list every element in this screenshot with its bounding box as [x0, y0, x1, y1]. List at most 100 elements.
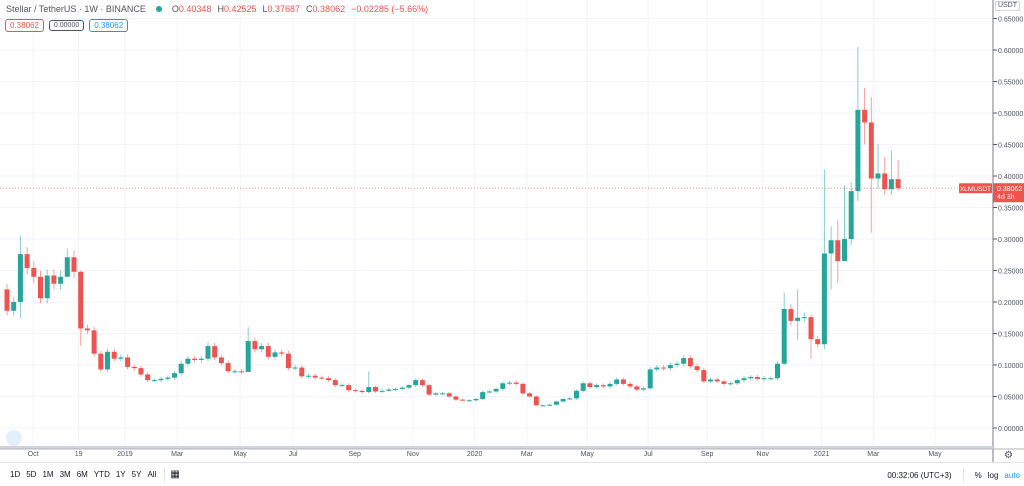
- range-5d[interactable]: 5D: [26, 470, 37, 479]
- candle-body: [393, 388, 399, 390]
- candle: [185, 355, 191, 367]
- candle-body: [674, 363, 680, 365]
- candle: [614, 377, 620, 386]
- candle-body: [801, 317, 807, 319]
- change-value: −0.02285 (−5.66%): [351, 4, 429, 14]
- candle-body: [460, 399, 466, 401]
- candle-body: [768, 378, 774, 380]
- candle-body: [131, 366, 137, 369]
- candle: [627, 382, 633, 389]
- auto-toggle[interactable]: auto: [1004, 470, 1020, 480]
- candle: [84, 324, 90, 335]
- candle-body: [379, 390, 385, 392]
- x-tick-label: Sep: [348, 451, 361, 458]
- candle: [547, 403, 553, 407]
- candle: [145, 372, 151, 383]
- candle: [212, 342, 218, 361]
- candle-body: [245, 341, 251, 372]
- range-1m[interactable]: 1M: [42, 470, 54, 479]
- x-tick-label: Mar: [521, 451, 534, 458]
- y-tick-label: 0.10000: [998, 363, 1023, 370]
- range-6m[interactable]: 6M: [76, 470, 88, 479]
- candle-body: [661, 367, 667, 369]
- close-value: 0.38062: [312, 4, 346, 14]
- percent-toggle[interactable]: %: [974, 470, 982, 480]
- candle-body: [17, 254, 23, 302]
- candle-body: [279, 352, 285, 354]
- candle-body: [842, 239, 847, 262]
- candle: [540, 404, 546, 407]
- candle-body: [734, 380, 740, 384]
- candle-body: [192, 358, 198, 360]
- candle: [118, 354, 124, 362]
- candle-body: [540, 405, 546, 407]
- candle: [815, 335, 821, 348]
- clock-time[interactable]: 00:32:06 (UTC+3): [887, 470, 952, 480]
- settings-gear-icon[interactable]: ⚙: [1004, 450, 1013, 461]
- candle-body: [306, 375, 311, 377]
- range-ytd[interactable]: YTD: [93, 470, 110, 479]
- candle-body: [895, 179, 901, 189]
- candle: [634, 384, 640, 392]
- candle: [493, 387, 499, 393]
- candle: [788, 304, 794, 326]
- buy-button[interactable]: 0.38062: [89, 19, 129, 32]
- candle: [285, 350, 291, 371]
- candle-body: [111, 351, 117, 359]
- currency-label[interactable]: USDT: [994, 1, 1020, 11]
- candle-body: [84, 328, 90, 331]
- candle-body: [667, 365, 673, 369]
- candle-body: [480, 392, 486, 400]
- candle: [379, 389, 385, 393]
- close-label: C: [306, 4, 313, 14]
- sell-button[interactable]: 0.38062: [5, 19, 44, 32]
- candle-body: [346, 385, 352, 391]
- tradingview-logo-icon[interactable]: [6, 430, 22, 446]
- candle-body: [332, 380, 338, 386]
- y-tick-label: 0.00000: [998, 426, 1023, 433]
- candle-body: [292, 367, 298, 369]
- y-tick-label: 0.35000: [998, 206, 1023, 213]
- candle: [105, 348, 110, 372]
- candle: [875, 144, 881, 189]
- range-1d[interactable]: 1D: [10, 470, 21, 479]
- candle-body: [172, 373, 177, 378]
- candle: [393, 387, 399, 392]
- candle-body: [265, 346, 271, 357]
- candlestick-chart[interactable]: 0.65000 0.60000 0.55000 0.50000 0.45000 0.400…: [0, 0, 1024, 462]
- candle: [386, 388, 392, 393]
- range-3m[interactable]: 3M: [59, 470, 71, 479]
- x-tick-label: May: [581, 451, 595, 458]
- candle: [151, 378, 157, 383]
- candle-body: [594, 385, 600, 388]
- symbol-title[interactable]: Stellar / TetherUS · 1W · BINANCE: [6, 4, 146, 14]
- range-1y[interactable]: 1Y: [115, 470, 126, 479]
- candle: [888, 150, 894, 195]
- candle: [486, 389, 492, 394]
- candle-body: [312, 375, 318, 378]
- candle-body: [868, 122, 874, 179]
- calendar-icon[interactable]: ▦: [170, 469, 180, 480]
- candle: [125, 354, 131, 370]
- log-toggle[interactable]: log: [987, 470, 999, 480]
- candle: [801, 312, 807, 323]
- candle: [446, 391, 452, 398]
- candle-body: [225, 363, 231, 372]
- candle-body: [446, 393, 452, 397]
- y-tick-label: 0.65000: [998, 17, 1023, 24]
- y-tick-label: 0.40000: [998, 174, 1023, 181]
- candle: [667, 362, 673, 371]
- candle-body: [419, 380, 425, 386]
- candle: [775, 361, 780, 381]
- range-all[interactable]: All: [147, 470, 157, 479]
- candle-body: [520, 383, 526, 394]
- candle: [828, 226, 834, 290]
- candle-body: [105, 351, 110, 370]
- candle: [419, 378, 425, 387]
- range-5y[interactable]: 5Y: [131, 470, 142, 479]
- open-value: 0.40348: [178, 4, 212, 14]
- low-value: 0.37687: [267, 4, 301, 14]
- candle: [131, 364, 137, 371]
- divider: [962, 468, 964, 482]
- candle-body: [399, 387, 405, 389]
